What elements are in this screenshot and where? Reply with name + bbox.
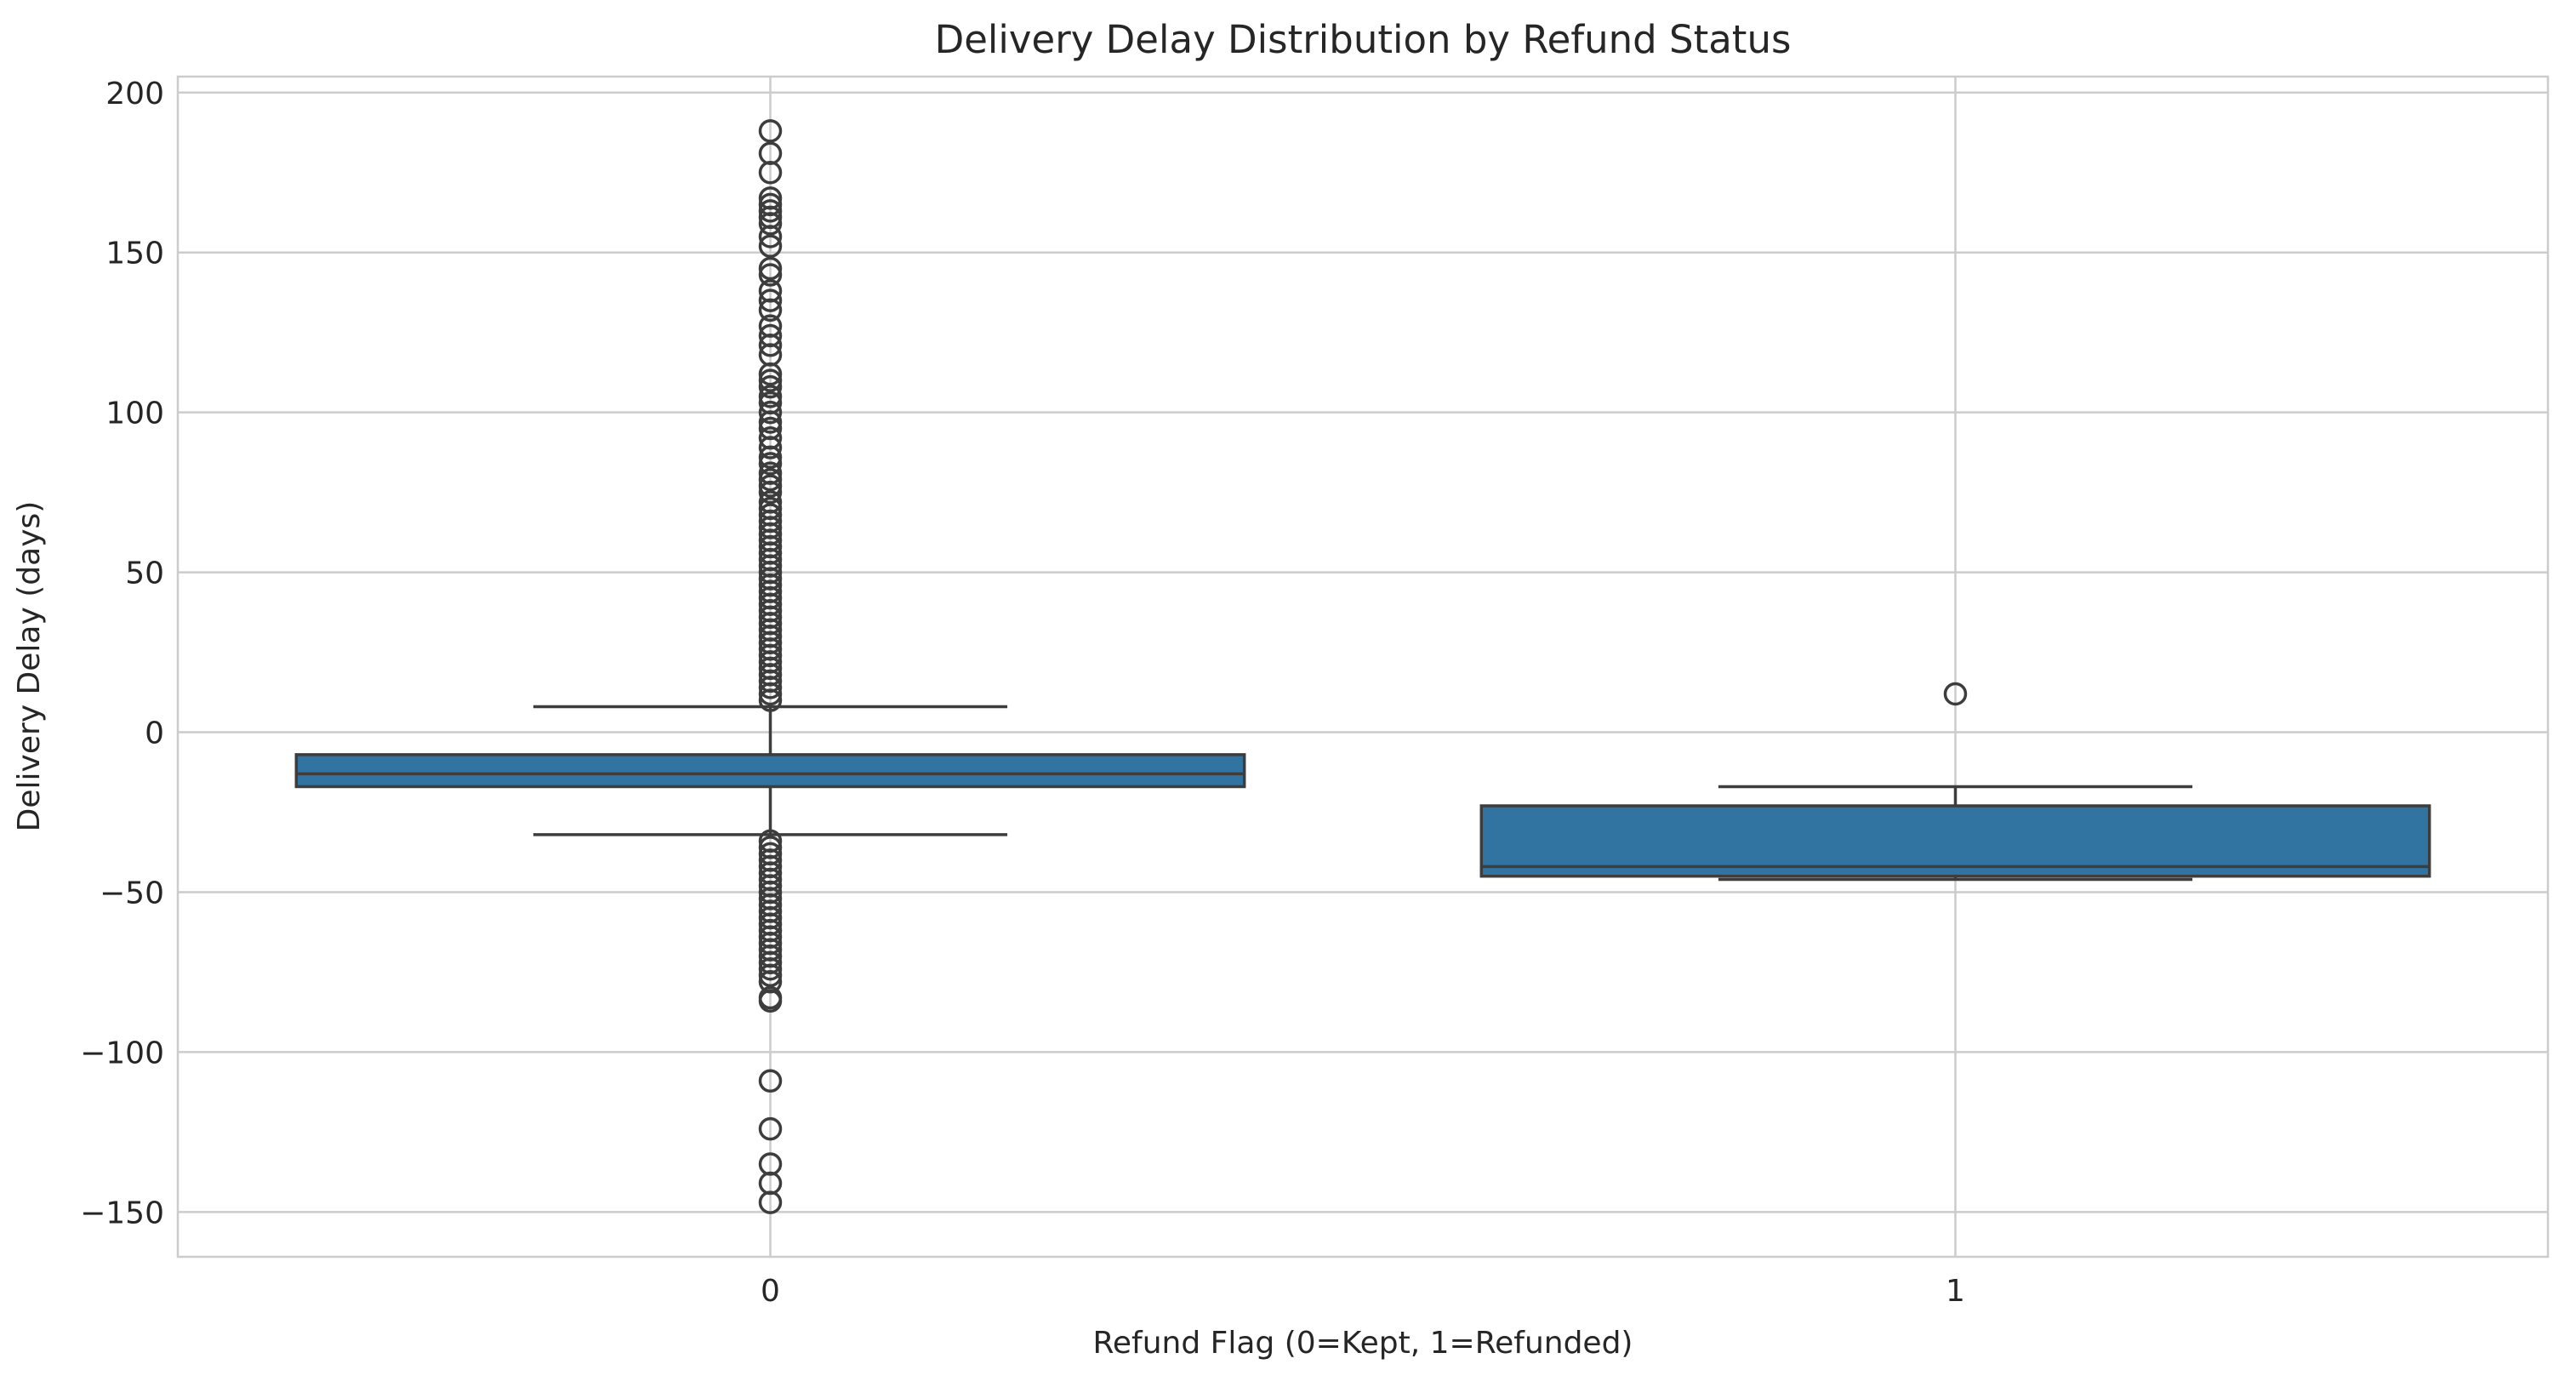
iqr-box — [294, 753, 1246, 789]
outlier-point — [758, 199, 783, 223]
grid-layer — [178, 77, 2548, 1257]
box-layer — [294, 119, 2431, 1214]
outlier-point — [758, 119, 783, 143]
outlier-point — [1943, 682, 1968, 706]
x-tick-label: 1 — [1946, 1274, 1965, 1309]
y-tick-label: 200 — [105, 77, 164, 111]
outlier-point — [758, 480, 783, 505]
outlier-point — [758, 385, 783, 408]
plot-frame — [176, 75, 2550, 1259]
y-tick-label: 0 — [145, 716, 164, 751]
iqr-box — [1479, 804, 2431, 878]
outlier-point — [758, 368, 783, 392]
outlier-point — [758, 288, 783, 312]
outlier-point — [758, 298, 783, 322]
y-tick-label: −100 — [80, 1036, 164, 1070]
y-tick-label: −150 — [80, 1196, 164, 1230]
box-group — [294, 119, 1246, 1214]
outlier-point — [758, 474, 783, 498]
outlier-point — [758, 445, 783, 470]
y-tick-label: 50 — [125, 557, 164, 591]
y-tick-label: 100 — [105, 397, 164, 431]
outlier-point — [758, 333, 783, 357]
outlier-point — [758, 161, 783, 185]
chart-title: Delivery Delay Distribution by Refund St… — [935, 17, 1792, 62]
outlier-point — [758, 400, 783, 425]
x-axis-label: Refund Flag (0=Kept, 1=Refunded) — [1093, 1326, 1633, 1361]
outlier-point — [758, 1190, 783, 1214]
outlier-point — [758, 362, 783, 386]
outlier-point — [758, 263, 783, 287]
outlier-point — [758, 212, 783, 236]
outlier-point — [758, 989, 783, 1013]
y-axis-label: Delivery Delay (days) — [12, 501, 47, 832]
y-tick-labels: 200 150 100 50 0 −50 −100 −150 — [80, 77, 164, 1231]
outlier-point — [758, 956, 783, 981]
outlier-point — [758, 452, 783, 476]
box-group — [1479, 682, 2431, 882]
outlier-point — [758, 682, 783, 706]
outlier-point — [758, 410, 783, 434]
outlier-point — [758, 688, 783, 712]
y-tick-label: −50 — [100, 876, 164, 910]
outlier-point — [758, 225, 783, 248]
outlier-point — [758, 256, 783, 281]
outlier-point — [758, 234, 783, 258]
outlier-point — [758, 374, 783, 399]
outlier-point — [758, 467, 783, 492]
outlier-point — [758, 1116, 783, 1141]
outlier-point — [758, 436, 783, 459]
outlier-point — [758, 963, 783, 987]
outlier-point — [758, 1069, 783, 1093]
outlier-point — [758, 676, 783, 699]
x-tick-label: 0 — [761, 1274, 780, 1309]
y-tick-label: 150 — [105, 237, 164, 271]
